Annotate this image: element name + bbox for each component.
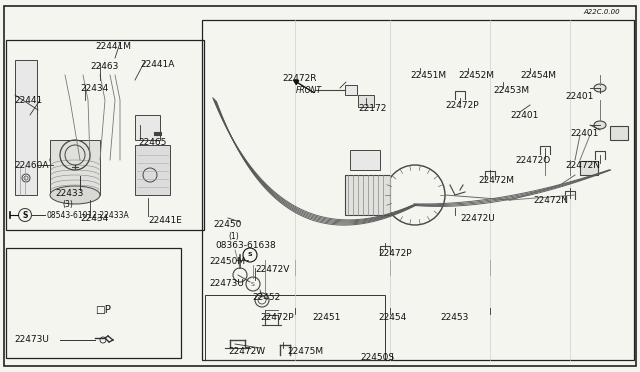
Text: 22472N: 22472N (533, 196, 568, 205)
Text: 22472R: 22472R (282, 74, 317, 83)
Text: 22441M: 22441M (95, 42, 131, 51)
Text: 22401: 22401 (510, 110, 538, 119)
Text: 22450M: 22450M (209, 257, 245, 266)
Bar (135, 145, 170, 195)
Text: (1): (1) (228, 231, 239, 241)
Text: 22460A: 22460A (14, 160, 49, 170)
Text: 22451M: 22451M (410, 71, 446, 80)
Text: A22C.0.00: A22C.0.00 (584, 9, 620, 15)
Text: 22472V: 22472V (255, 266, 289, 275)
Text: 08363-61638: 08363-61638 (215, 241, 276, 250)
Text: 22472W: 22472W (228, 347, 265, 356)
Text: □P: □P (95, 305, 111, 315)
Text: 22441A: 22441A (140, 60, 174, 68)
Bar (135, 115, 160, 140)
Ellipse shape (594, 84, 606, 92)
Bar (205, 295, 385, 360)
Text: 22434: 22434 (80, 214, 108, 222)
Text: 22473U: 22473U (209, 279, 244, 288)
Text: FRONT: FRONT (296, 86, 322, 94)
Ellipse shape (50, 150, 100, 170)
Ellipse shape (594, 121, 606, 129)
Text: 22463: 22463 (90, 61, 118, 71)
Bar (202, 20, 634, 360)
Text: 22472P: 22472P (260, 314, 294, 323)
Text: 22473U: 22473U (14, 336, 49, 344)
Text: 22441: 22441 (14, 96, 42, 105)
Text: 22434: 22434 (80, 83, 108, 93)
Bar (610, 126, 628, 140)
Text: 22472O: 22472O (515, 155, 550, 164)
Text: 22172: 22172 (358, 103, 387, 112)
Bar (6, 248, 181, 358)
Text: 08543-61012,22433A: 08543-61012,22433A (46, 211, 129, 219)
Text: 22441E: 22441E (148, 215, 182, 224)
Text: 22453: 22453 (440, 314, 468, 323)
Text: 22472N: 22472N (565, 160, 600, 170)
Bar (345, 85, 357, 95)
Text: S: S (22, 211, 28, 219)
Text: 22475M: 22475M (287, 347, 323, 356)
Text: 22472M: 22472M (478, 176, 514, 185)
Text: 22450: 22450 (213, 219, 241, 228)
Bar (358, 95, 374, 107)
Text: 22452M: 22452M (458, 71, 494, 80)
Text: 22401: 22401 (570, 128, 598, 138)
Ellipse shape (50, 186, 100, 204)
Text: 22452: 22452 (252, 294, 280, 302)
Text: 22465: 22465 (138, 138, 166, 147)
Text: 22453M: 22453M (493, 86, 529, 94)
Text: 22472U: 22472U (460, 214, 495, 222)
Text: 22472P: 22472P (378, 248, 412, 257)
Text: 22454: 22454 (378, 314, 406, 323)
Text: (3): (3) (62, 199, 73, 208)
Bar (50, 140, 100, 195)
Bar (345, 175, 390, 215)
Text: 22454M: 22454M (520, 71, 556, 80)
Text: 22450S: 22450S (360, 353, 394, 362)
Text: S: S (248, 253, 252, 257)
Bar (350, 150, 380, 170)
Text: 22401: 22401 (565, 92, 593, 100)
Bar (580, 161, 598, 175)
Text: 22451: 22451 (312, 314, 340, 323)
Text: 22433: 22433 (55, 189, 83, 198)
Text: S: S (251, 282, 255, 286)
Bar (15, 60, 37, 195)
Bar (6, 40, 204, 230)
Text: 22472P: 22472P (445, 100, 479, 109)
